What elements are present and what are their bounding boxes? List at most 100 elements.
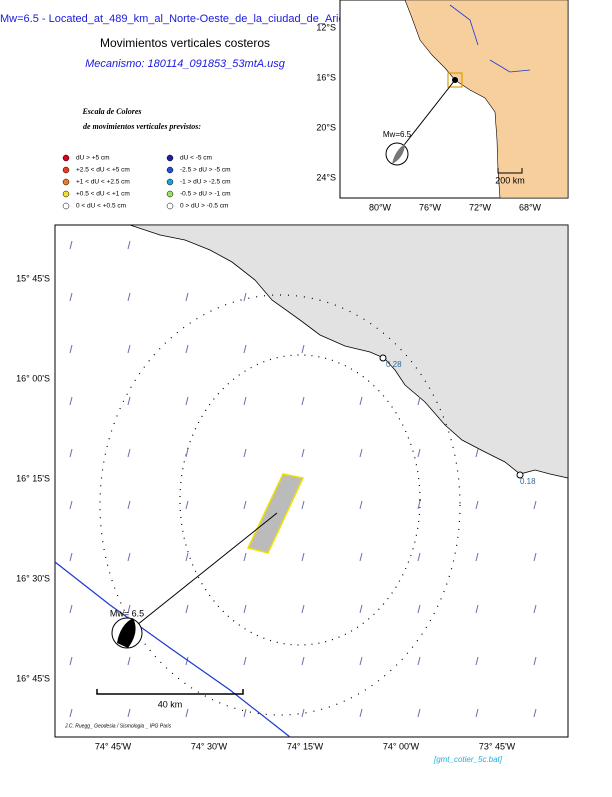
vector [359,552,363,562]
vector [127,708,131,718]
vector [69,708,73,718]
inset-map: Mw=6.5 200 km [339,0,569,199]
lon-label: 74° 00'W [383,741,420,751]
inset-lat-label: 12°S [316,22,336,32]
contour [99,294,461,716]
vector [243,656,247,666]
inset-lon-label: 72°W [469,202,492,212]
vector [301,552,305,562]
scale-label: 40 km [158,699,183,709]
vector [301,448,305,458]
vector [533,552,537,562]
main-map: Mw= 6.5 0.28 0.18 40 km J.C. Ruegg_ Geod… [54,224,569,738]
legend-swatch [62,202,70,210]
inset-lat-label: 20°S [316,122,336,132]
vector [185,708,189,718]
lon-label: 74° 30'W [191,741,228,751]
vector [185,448,189,458]
vector [185,292,189,302]
vector [301,344,305,354]
vector [243,604,247,614]
legend: dU > +5 cm +2.5 < dU < +5 cm +1 < dU < +2.… [62,154,231,210]
magnitude: Mw= 6.5 [110,608,144,618]
vector [417,656,421,666]
vector [243,448,247,458]
inset-lon-label: 68°W [519,202,542,212]
vector [417,396,421,406]
vector [359,656,363,666]
vector [243,708,247,718]
vector [417,604,421,614]
vector [533,656,537,666]
lat-label: 16° 15'S [16,473,50,483]
inset-land [404,0,569,199]
lat-label: 16° 00'S [16,373,50,383]
legend-label: +1 < dU < +2.5 cm [76,179,130,186]
legend-swatch [166,154,174,162]
vector [417,552,421,562]
legend-swatch [166,202,174,210]
legend-swatch [166,190,174,198]
vector [359,708,363,718]
vector [185,344,189,354]
vector [127,344,131,354]
vector [127,240,131,250]
legend-swatch [62,166,70,174]
vector [301,500,305,510]
vector [69,240,73,250]
inset-scale: 200 km [495,175,525,185]
inset-lon-label: 76°W [419,202,442,212]
inset-magnitude: Mw=6.5 [383,130,412,139]
vector [185,552,189,562]
vector [185,604,189,614]
lon-label: 74° 15'W [287,741,324,751]
vector [69,448,73,458]
vector [127,292,131,302]
vector [127,656,131,666]
vector [359,500,363,510]
legend-label: dU > +5 cm [76,155,110,162]
legend-title: Escala de Colores [81,107,141,116]
vector [533,604,537,614]
station [516,471,524,479]
vector [127,500,131,510]
fault-plane [246,473,305,554]
vector [243,396,247,406]
vector [69,500,73,510]
lat-label: 16° 30'S [16,573,50,583]
legend-label: -0.5 > dU > -1 cm [180,191,231,198]
legend-swatch [62,178,70,186]
vector [185,396,189,406]
vector [69,396,73,406]
legend-label: 0 < dU < +0.5 cm [76,203,126,210]
station-label: 0.28 [386,360,402,369]
vector [301,604,305,614]
inset-box [447,72,463,88]
vectors [69,240,537,718]
vector [475,552,479,562]
epicenter [452,77,458,83]
vector [475,708,479,718]
vector [69,552,73,562]
vector [127,552,131,562]
station [379,354,387,362]
vector [69,344,73,354]
vector [243,552,247,562]
vector [69,604,73,614]
legend-label: -2.5 > dU > -5 cm [180,167,231,174]
vector [301,656,305,666]
vector [475,656,479,666]
legend-swatch [166,166,174,174]
title: Mw=6.5 - Located_at_489_km_al_Norte-Oest… [0,13,351,25]
trench [54,561,291,738]
vector [359,604,363,614]
vector [533,500,537,510]
vector [417,708,421,718]
inset-beachball-fill [392,144,405,164]
inset-lon-label: 80°W [369,202,392,212]
legend-label: +2.5 < dU < +5 cm [76,167,130,174]
vector [243,344,247,354]
lon-label: 74° 45'W [95,741,132,751]
legend-subtitle: de movimientos verticales previstos: [83,122,201,131]
lat-label: 15° 45'S [16,273,50,283]
